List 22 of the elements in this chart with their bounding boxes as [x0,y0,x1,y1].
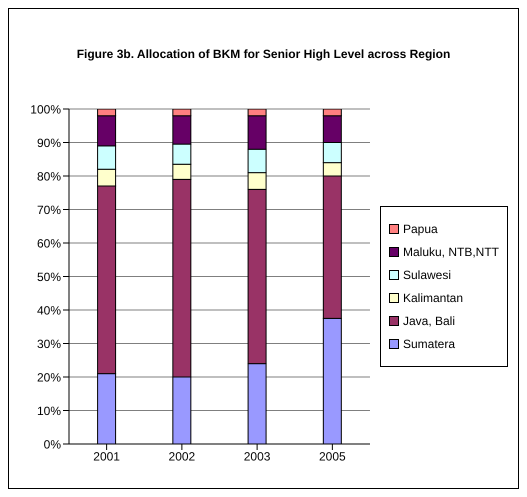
legend-label: Kalimantan [402,291,464,305]
y-tick-label: 100% [30,102,62,116]
y-tick-label: 80% [36,169,62,184]
y-tick-label: 40% [36,303,62,318]
legend-label: Maluku, NTB,NTT [402,245,499,259]
y-tick-label: 10% [36,404,62,418]
y-tick-label: 50% [36,270,62,284]
x-tick-label: 2001 [93,450,120,464]
y-tick-label: 90% [36,136,62,150]
y-tick-label: 20% [36,370,62,384]
legend-label: Java, Bali [402,314,456,328]
y-tick-label: 60% [36,236,62,250]
legend-label: Papua [402,222,438,236]
legend-label: Sumatera [402,337,456,351]
legend-label: Sulawesi [402,268,452,282]
chart-title: Figure 3b. Allocation of BKM for Senior High Level across Region [76,47,452,61]
y-tick-label: 70% [36,202,62,217]
y-tick-label: 0% [44,437,62,452]
x-tick-label: 2002 [168,450,196,464]
x-tick-label: 2005 [319,450,346,464]
x-tick-label: 2003 [244,450,271,464]
y-tick-label: 30% [36,336,62,351]
